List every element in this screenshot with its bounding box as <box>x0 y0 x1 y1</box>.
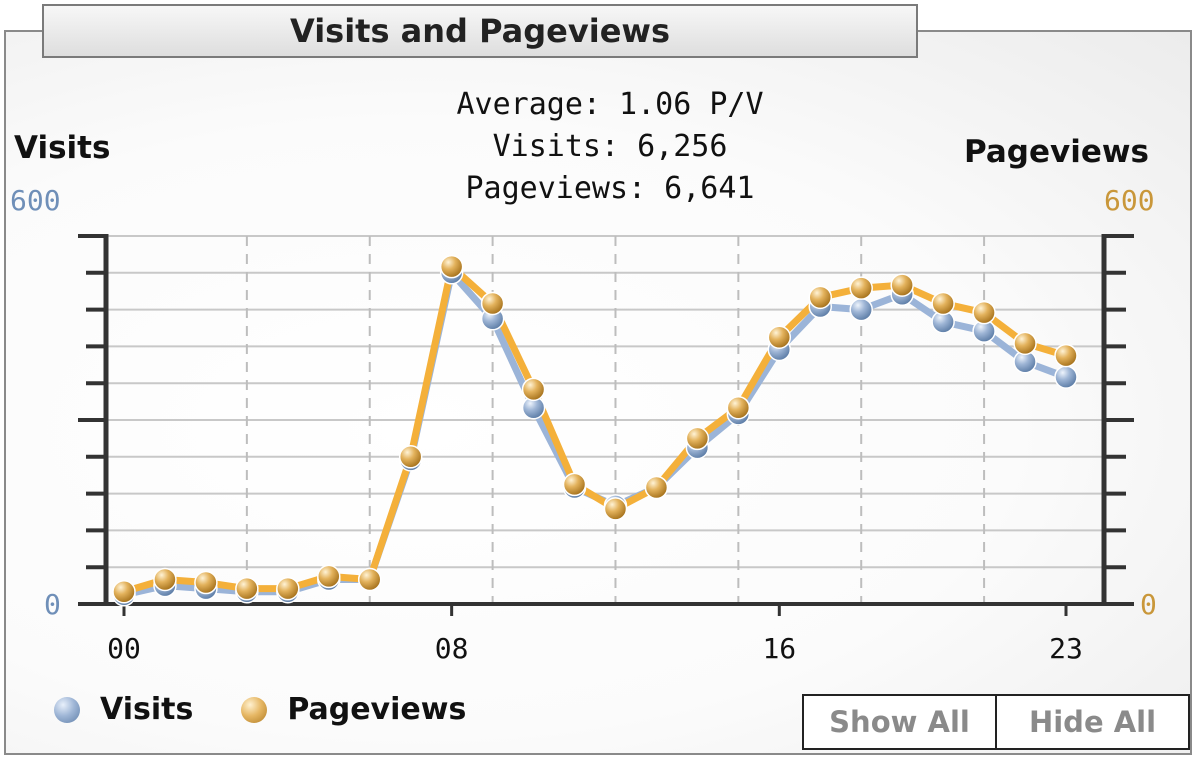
pageviews-data-point <box>808 285 833 310</box>
left-axis-min: 0 <box>44 588 61 621</box>
pageviews-data-point <box>1013 331 1037 356</box>
right-axis-title: Pageviews <box>964 134 1149 170</box>
panel-title: Visits and Pageviews <box>42 4 918 58</box>
pageviews-data-point <box>194 570 218 595</box>
pageviews-data-point <box>439 254 464 279</box>
x-tick-label: 23 <box>1049 632 1083 665</box>
pageviews-data-point <box>603 497 628 521</box>
pageviews-data-point <box>398 445 423 469</box>
legend-item-visits[interactable]: Visits <box>54 692 193 727</box>
pageviews-data-point <box>276 576 300 601</box>
pageviews-data-point <box>235 576 259 601</box>
legend-label-visits: Visits <box>100 692 194 727</box>
visits-data-point <box>849 297 873 322</box>
pageviews-data-point <box>726 395 751 420</box>
series-toggle-buttons: Show All Hide All <box>802 694 1190 750</box>
left-axis-max: 600 <box>10 184 61 217</box>
hide-all-button[interactable]: Hide All <box>995 696 1188 748</box>
pageviews-data-point <box>890 273 914 297</box>
pageviews-data-point <box>1054 343 1078 368</box>
visits-legend-marker <box>54 696 80 723</box>
pageviews-data-point <box>849 276 873 300</box>
pageviews-data-point <box>317 564 341 589</box>
pageviews-data-point <box>112 579 136 604</box>
visits-series-line <box>120 269 1070 599</box>
pageviews-data-point <box>357 567 382 592</box>
pageviews-data-point <box>480 291 505 316</box>
average-stat: Average: 1.06 P/V <box>456 87 764 122</box>
right-axis-min: 0 <box>1140 588 1157 621</box>
pageviews-data-point <box>972 300 996 325</box>
pageviews-legend-marker <box>241 696 268 723</box>
pageviews-data-point <box>931 291 955 316</box>
pageviews-data-point <box>767 325 792 349</box>
pageviews-stat: Pageviews: 6,641 <box>465 171 755 206</box>
legend-item-pageviews[interactable]: Pageviews <box>241 692 466 727</box>
left-axis-title: Visits <box>14 130 111 166</box>
pageviews-series-line <box>120 263 1070 596</box>
pageviews-data-point <box>521 377 546 402</box>
chart-frame <box>4 30 1192 755</box>
legend-label-pageviews: Pageviews <box>287 692 467 727</box>
pageviews-data-point <box>153 567 177 592</box>
x-tick-label: 00 <box>107 632 141 665</box>
summary-stats: Average: 1.06 P/V Visits: 6,256 Pageview… <box>400 84 820 210</box>
visits-stat: Visits: 6,256 <box>492 129 728 164</box>
x-tick-label: 16 <box>762 632 796 665</box>
visits-data-point <box>1054 365 1078 389</box>
pageviews-data-point <box>644 475 669 500</box>
show-all-button[interactable]: Show All <box>829 705 970 739</box>
pageviews-data-point <box>685 426 710 451</box>
x-tick-label: 08 <box>435 632 469 665</box>
pageviews-data-point <box>562 472 587 497</box>
right-axis-max: 600 <box>1104 184 1155 217</box>
legend: Visits Pageviews <box>54 692 514 727</box>
